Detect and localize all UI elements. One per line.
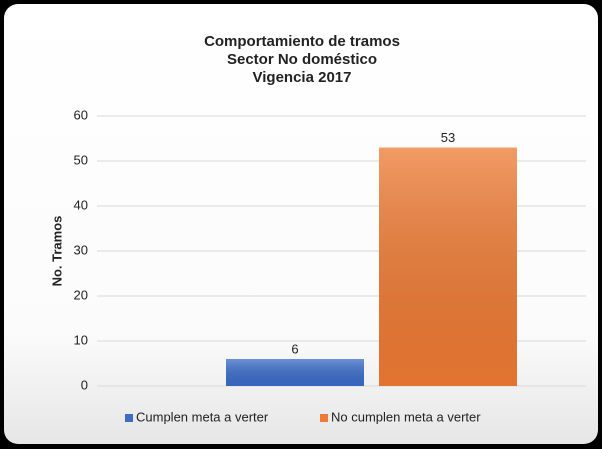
y-tick-label: 10 bbox=[74, 332, 88, 347]
legend-swatch bbox=[125, 414, 133, 422]
y-tick-label: 60 bbox=[74, 107, 88, 122]
legend-label: Cumplen meta a verter bbox=[136, 409, 269, 424]
chart-title: Comportamiento de tramos bbox=[204, 33, 400, 50]
legend-label: No cumplen meta a verter bbox=[331, 409, 481, 424]
data-label: 53 bbox=[441, 130, 455, 145]
bar-shine bbox=[226, 359, 364, 386]
y-tick-label: 30 bbox=[74, 242, 88, 257]
legend-swatch bbox=[320, 414, 328, 422]
chart-title: Sector No doméstico bbox=[227, 51, 377, 68]
y-tick-label: 40 bbox=[74, 197, 88, 212]
y-tick-label: 50 bbox=[74, 152, 88, 167]
data-label: 6 bbox=[291, 341, 298, 356]
chart-title: Vigencia 2017 bbox=[253, 69, 352, 86]
y-axis-label: No. Tramos bbox=[49, 216, 64, 287]
y-tick-label: 20 bbox=[74, 287, 88, 302]
bar-shine bbox=[379, 147, 517, 386]
y-tick-label: 0 bbox=[81, 377, 88, 392]
